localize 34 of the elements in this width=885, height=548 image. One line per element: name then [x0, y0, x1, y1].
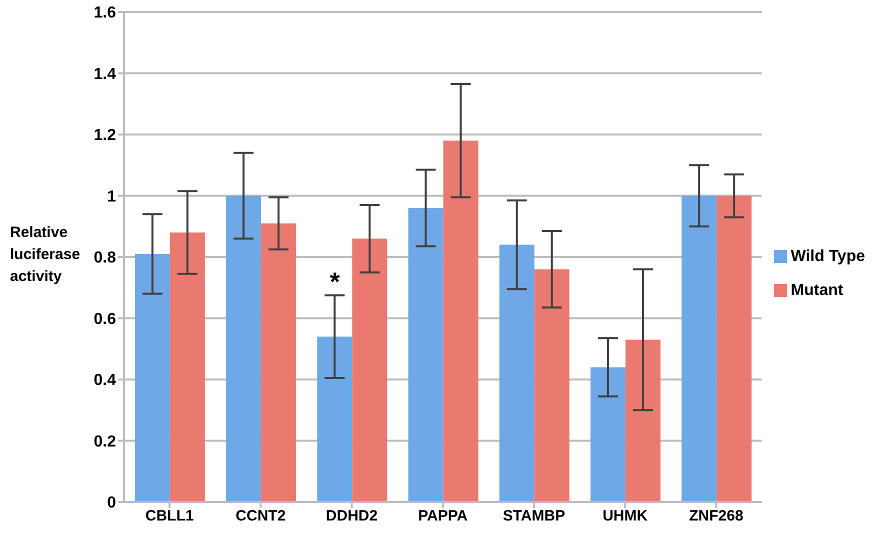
- bar: [226, 196, 262, 502]
- bar: [716, 196, 752, 502]
- x-tick-label: DDHD2: [326, 508, 378, 525]
- y-tick-label: 1.4: [94, 66, 116, 83]
- bar: [625, 340, 660, 502]
- bar: [443, 140, 478, 502]
- y-tick-label: 1: [107, 188, 116, 206]
- x-tick-label: PAPPA: [418, 508, 468, 525]
- bar: [261, 223, 296, 502]
- y-tick-label: 0.4: [94, 372, 116, 390]
- bar: [170, 232, 205, 502]
- bar: [408, 208, 444, 502]
- x-tick-label: CCNT2: [236, 508, 286, 525]
- legend-label: Mutant: [790, 282, 844, 299]
- x-tick-label: ZNF268: [689, 508, 744, 525]
- y-axis-title: Relative luciferase activity: [10, 224, 80, 285]
- x-tick-label: CBLL1: [145, 508, 194, 525]
- x-tick-label: STAMBP: [502, 508, 566, 525]
- bar: [534, 269, 570, 502]
- bar: [590, 367, 626, 502]
- y-tick-label: 1.2: [94, 127, 116, 144]
- x-tick-label: UHMK: [602, 508, 648, 525]
- annotation: *: [330, 266, 341, 297]
- y-tick-label: 0.8: [94, 250, 116, 267]
- y-tick-label: 0.6: [94, 310, 116, 328]
- legend-label: Wild Type: [790, 248, 865, 265]
- bar: [134, 254, 170, 502]
- bar: [499, 244, 534, 502]
- y-tick-label: 1.6: [94, 4, 116, 22]
- bar: [352, 238, 388, 502]
- bar: [682, 196, 717, 502]
- bar: [317, 336, 352, 502]
- y-tick-label: 0.2: [94, 433, 116, 450]
- y-tick-label: 0: [107, 494, 116, 512]
